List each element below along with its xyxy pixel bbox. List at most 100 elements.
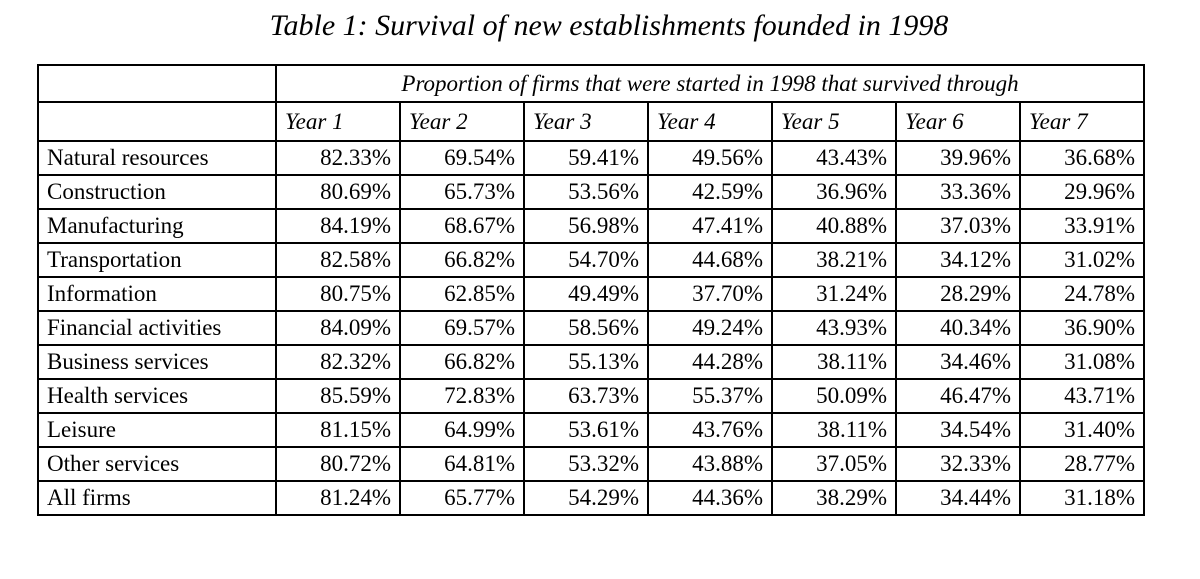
survival-rate-cell: 66.82% <box>399 242 525 278</box>
survival-rate-cell: 82.33% <box>275 140 401 176</box>
survival-rate-cell: 34.54% <box>895 412 1021 448</box>
survival-rate-cell: 44.68% <box>647 242 773 278</box>
survival-rate-cell: 40.34% <box>895 310 1021 346</box>
survival-rate-cell: 43.76% <box>647 412 773 448</box>
survival-rate-cell: 33.91% <box>1019 208 1145 244</box>
survival-rate-cell: 49.56% <box>647 140 773 176</box>
industry-label: Leisure <box>37 412 277 448</box>
survival-rate-cell: 55.37% <box>647 378 773 414</box>
year-header-7: Year 7 <box>1019 101 1145 142</box>
survival-rate-cell: 56.98% <box>523 208 649 244</box>
survival-rate-cell: 34.46% <box>895 344 1021 380</box>
survival-rate-cell: 28.77% <box>1019 446 1145 482</box>
survival-rate-cell: 29.96% <box>1019 174 1145 210</box>
survival-rate-cell: 80.72% <box>275 446 401 482</box>
year-header-2: Year 2 <box>399 101 525 142</box>
survival-rate-cell: 37.03% <box>895 208 1021 244</box>
industry-label: Information <box>37 276 277 312</box>
corner-cell <box>37 64 277 103</box>
survival-rate-cell: 65.73% <box>399 174 525 210</box>
table-row: Transportation 82.58% 66.82% 54.70% 44.68% 38… <box>37 242 1145 278</box>
year-header-1: Year 1 <box>275 101 401 142</box>
industry-label: Business services <box>37 344 277 380</box>
survival-rate-cell: 31.40% <box>1019 412 1145 448</box>
survival-rate-cell: 68.67% <box>399 208 525 244</box>
table-row: Construction 80.69% 65.73% 53.56% 42.59% 36.9… <box>37 174 1145 210</box>
survival-rate-cell: 24.78% <box>1019 276 1145 312</box>
survival-rate-cell: 72.83% <box>399 378 525 414</box>
survival-rate-cell: 65.77% <box>399 480 525 516</box>
survival-rate-cell: 38.11% <box>771 344 897 380</box>
year-header-row: Year 1 Year 2 Year 3 Year 4 Year 5 Year 6 Year… <box>37 101 1145 142</box>
survival-rate-cell: 44.36% <box>647 480 773 516</box>
survival-rate-cell: 31.08% <box>1019 344 1145 380</box>
survival-rate-cell: 54.29% <box>523 480 649 516</box>
super-header-row: Proportion of firms that were started in… <box>37 64 1145 103</box>
survival-rate-cell: 39.96% <box>895 140 1021 176</box>
survival-rate-cell: 49.24% <box>647 310 773 346</box>
corner-cell <box>37 101 277 142</box>
year-header-3: Year 3 <box>523 101 649 142</box>
survival-rate-cell: 59.41% <box>523 140 649 176</box>
industry-label: Health services <box>37 378 277 414</box>
survival-rate-cell: 42.59% <box>647 174 773 210</box>
year-header-4: Year 4 <box>647 101 773 142</box>
industry-label: Construction <box>37 174 277 210</box>
industry-label: Natural resources <box>37 140 277 176</box>
survival-rate-cell: 85.59% <box>275 378 401 414</box>
survival-rate-cell: 47.41% <box>647 208 773 244</box>
industry-label: Transportation <box>37 242 277 278</box>
survival-rate-cell: 82.32% <box>275 344 401 380</box>
survival-rate-cell: 36.90% <box>1019 310 1145 346</box>
super-header: Proportion of firms that were started in… <box>275 64 1145 103</box>
survival-rate-cell: 34.44% <box>895 480 1021 516</box>
survival-rate-cell: 31.02% <box>1019 242 1145 278</box>
survival-rate-cell: 36.68% <box>1019 140 1145 176</box>
survival-rate-cell: 66.82% <box>399 344 525 380</box>
survival-rate-cell: 40.88% <box>771 208 897 244</box>
survival-rate-cell: 80.69% <box>275 174 401 210</box>
survival-rate-cell: 80.75% <box>275 276 401 312</box>
survival-rate-cell: 55.13% <box>523 344 649 380</box>
survival-rate-cell: 31.24% <box>771 276 897 312</box>
survival-rate-cell: 62.85% <box>399 276 525 312</box>
survival-rate-cell: 53.32% <box>523 446 649 482</box>
table-row: Other services 80.72% 64.81% 53.32% 43.88% 37… <box>37 446 1145 482</box>
survival-rate-cell: 38.21% <box>771 242 897 278</box>
table-row: Manufacturing 84.19% 68.67% 56.98% 47.41% 40.… <box>37 208 1145 244</box>
survival-rate-cell: 32.33% <box>895 446 1021 482</box>
survival-rate-cell: 81.24% <box>275 480 401 516</box>
survival-rate-cell: 69.54% <box>399 140 525 176</box>
table-row: Information 80.75% 62.85% 49.49% 37.70% 31.24… <box>37 276 1145 312</box>
survival-rate-cell: 38.11% <box>771 412 897 448</box>
table-row: Business services 82.32% 66.82% 55.13% 44.28… <box>37 344 1145 380</box>
survival-rate-cell: 31.18% <box>1019 480 1145 516</box>
survival-rate-cell: 33.36% <box>895 174 1021 210</box>
survival-rate-cell: 43.88% <box>647 446 773 482</box>
survival-rate-cell: 53.56% <box>523 174 649 210</box>
year-header-5: Year 5 <box>771 101 897 142</box>
survival-rate-cell: 69.57% <box>399 310 525 346</box>
table-row: Natural resources 82.33% 69.54% 59.41% 49.56… <box>37 140 1145 176</box>
survival-rate-cell: 46.47% <box>895 378 1021 414</box>
survival-rate-cell: 84.09% <box>275 310 401 346</box>
survival-rate-cell: 43.93% <box>771 310 897 346</box>
survival-rate-cell: 63.73% <box>523 378 649 414</box>
survival-rate-cell: 49.49% <box>523 276 649 312</box>
survival-table: Proportion of firms that were started in… <box>37 64 1145 516</box>
table-row: All firms 81.24% 65.77% 54.29% 44.36% 38.29% 3… <box>37 480 1145 516</box>
table-row: Leisure 81.15% 64.99% 53.61% 43.76% 38.11% 34.… <box>37 412 1145 448</box>
industry-label: Other services <box>37 446 277 482</box>
survival-rate-cell: 36.96% <box>771 174 897 210</box>
survival-rate-cell: 84.19% <box>275 208 401 244</box>
survival-rate-cell: 53.61% <box>523 412 649 448</box>
table-row: Financial activities 84.09% 69.57% 58.56% 49… <box>37 310 1145 346</box>
survival-rate-cell: 38.29% <box>771 480 897 516</box>
survival-rate-cell: 81.15% <box>275 412 401 448</box>
survival-rate-cell: 28.29% <box>895 276 1021 312</box>
survival-rate-cell: 50.09% <box>771 378 897 414</box>
survival-rate-cell: 64.99% <box>399 412 525 448</box>
table-row: Health services 85.59% 72.83% 63.73% 55.37% 5… <box>37 378 1145 414</box>
industry-label: All firms <box>37 480 277 516</box>
table-caption: Table 1: Survival of new establishments … <box>269 9 949 42</box>
